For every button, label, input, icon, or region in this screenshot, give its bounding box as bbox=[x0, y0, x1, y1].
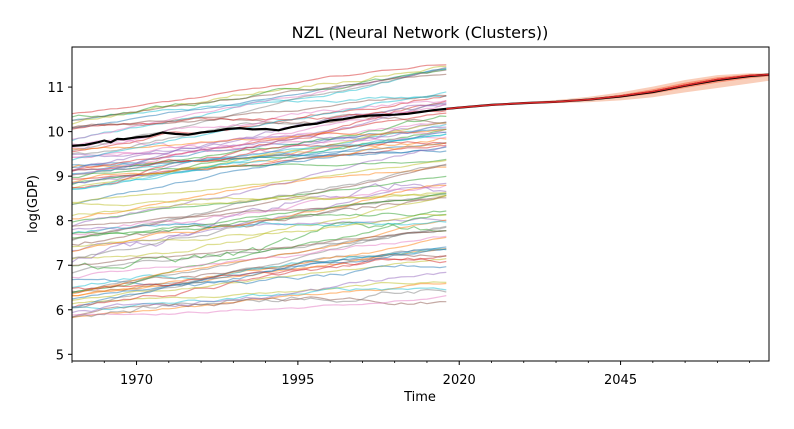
background-series-line bbox=[71, 99, 447, 146]
x-tick-label: 1970 bbox=[120, 373, 153, 388]
background-series-line bbox=[71, 133, 447, 175]
chart-title: NZL (Neural Network (Clusters)) bbox=[292, 23, 549, 42]
highlighted-history-line bbox=[71, 107, 447, 147]
y-tick-label: 10 bbox=[47, 126, 64, 141]
background-series-line bbox=[71, 287, 447, 311]
x-axis-label: Time bbox=[403, 390, 436, 405]
background-series-line bbox=[71, 126, 447, 158]
background-series-line bbox=[71, 193, 447, 239]
background-series-line bbox=[71, 184, 447, 236]
background-series-line bbox=[71, 145, 447, 180]
forecast-forecast-line-line bbox=[446, 73, 770, 110]
background-series-line bbox=[71, 64, 447, 115]
plot-frame bbox=[71, 46, 770, 362]
main-series-group bbox=[71, 73, 770, 147]
background-series-line bbox=[71, 257, 447, 290]
background-series-line bbox=[71, 141, 447, 183]
y-tick-label: 8 bbox=[56, 215, 64, 230]
background-series-line bbox=[71, 112, 447, 171]
background-series-line bbox=[71, 163, 447, 240]
background-series-line bbox=[71, 213, 447, 294]
background-series-line bbox=[71, 122, 447, 189]
background-series-line bbox=[71, 158, 447, 176]
y-tick-label: 5 bbox=[56, 348, 64, 363]
y-tick-label: 7 bbox=[56, 259, 64, 274]
background-series-line bbox=[71, 230, 447, 267]
background-series-line bbox=[71, 236, 447, 297]
uncertainty-bands bbox=[446, 73, 769, 109]
background-series-line bbox=[71, 95, 447, 122]
background-series-line bbox=[71, 94, 447, 129]
y-axis: 5 6 7 8 9 10 11 bbox=[47, 81, 72, 363]
uncertainty-band bbox=[446, 73, 769, 109]
x-tick-label: 2020 bbox=[443, 373, 476, 388]
background-series-line bbox=[71, 91, 447, 161]
background-series-line bbox=[71, 235, 447, 279]
background-series-line bbox=[71, 248, 447, 308]
background-series-line bbox=[71, 73, 447, 121]
background-series-line bbox=[71, 159, 447, 204]
background-series-line bbox=[71, 213, 447, 248]
background-series-line bbox=[71, 184, 447, 253]
x-tick-label: 2045 bbox=[604, 373, 637, 388]
background-series-line bbox=[72, 166, 447, 220]
y-tick-label: 11 bbox=[47, 81, 64, 96]
y-axis-label: log(GDP) bbox=[26, 175, 41, 233]
background-series-line bbox=[71, 271, 447, 314]
background-series-line bbox=[71, 131, 447, 206]
y-tick-label: 9 bbox=[56, 170, 64, 185]
background-series-group bbox=[71, 64, 447, 319]
x-axis: 1970 1995 2020 2045 bbox=[71, 361, 751, 388]
x-tick-label: 1995 bbox=[281, 373, 314, 388]
background-series-line bbox=[71, 182, 447, 252]
background-series-line bbox=[71, 102, 447, 172]
background-series-line bbox=[71, 221, 447, 270]
y-tick-label: 6 bbox=[56, 304, 64, 319]
background-series-line bbox=[71, 295, 447, 316]
background-series-line bbox=[71, 288, 447, 318]
background-series-line bbox=[71, 210, 447, 236]
background-series-line bbox=[71, 183, 447, 263]
background-series-line bbox=[71, 193, 447, 207]
background-series-line bbox=[71, 194, 447, 260]
background-series-line bbox=[71, 145, 447, 227]
